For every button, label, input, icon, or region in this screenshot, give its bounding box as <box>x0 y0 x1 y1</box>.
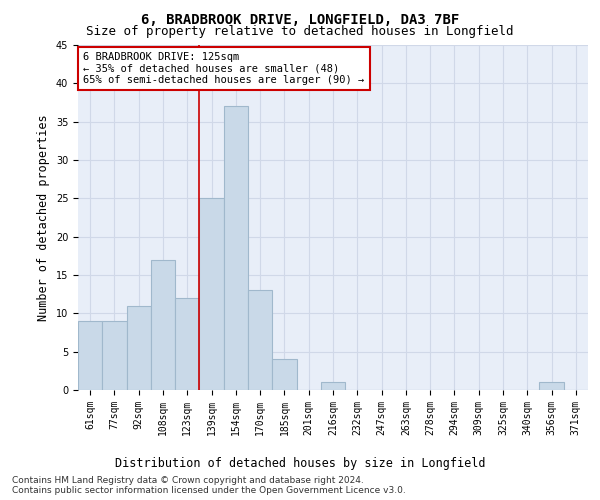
Y-axis label: Number of detached properties: Number of detached properties <box>37 114 50 321</box>
Text: Distribution of detached houses by size in Longfield: Distribution of detached houses by size … <box>115 458 485 470</box>
Bar <box>175 298 199 390</box>
Text: Size of property relative to detached houses in Longfield: Size of property relative to detached ho… <box>86 25 514 38</box>
Bar <box>272 360 296 390</box>
Bar <box>151 260 175 390</box>
Bar <box>127 306 151 390</box>
Bar <box>248 290 272 390</box>
Text: Contains HM Land Registry data © Crown copyright and database right 2024.: Contains HM Land Registry data © Crown c… <box>12 476 364 485</box>
Text: Contains public sector information licensed under the Open Government Licence v3: Contains public sector information licen… <box>12 486 406 495</box>
Text: 6, BRADBROOK DRIVE, LONGFIELD, DA3 7BF: 6, BRADBROOK DRIVE, LONGFIELD, DA3 7BF <box>141 12 459 26</box>
Bar <box>539 382 564 390</box>
Text: 6 BRADBROOK DRIVE: 125sqm
← 35% of detached houses are smaller (48)
65% of semi-: 6 BRADBROOK DRIVE: 125sqm ← 35% of detac… <box>83 52 364 85</box>
Bar <box>78 321 102 390</box>
Bar <box>199 198 224 390</box>
Bar <box>102 321 127 390</box>
Bar <box>321 382 345 390</box>
Bar <box>224 106 248 390</box>
